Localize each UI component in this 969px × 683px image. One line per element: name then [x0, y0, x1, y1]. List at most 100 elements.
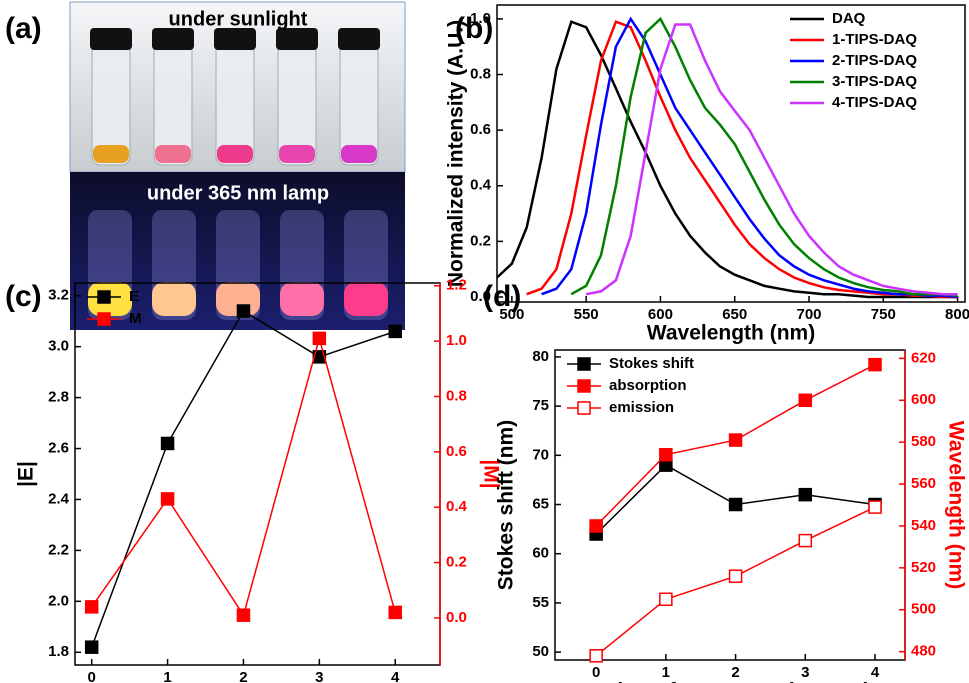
legend-marker — [578, 358, 590, 370]
legend-label: absorption — [609, 377, 687, 394]
y-tick-label: 55 — [532, 594, 549, 611]
panel-label: (a) — [5, 12, 42, 45]
marker — [869, 359, 881, 371]
x-tick-label: 1 — [163, 669, 171, 683]
series-line — [92, 338, 396, 615]
marker — [237, 609, 249, 621]
vial-liquid — [279, 145, 315, 163]
legend-label: Stokes shift — [609, 355, 694, 372]
y2-tick-label: 520 — [911, 559, 936, 576]
y2-tick-label: 580 — [911, 433, 936, 450]
y-tick-label: 0.4 — [470, 177, 492, 194]
photo-caption: under 365 nm lamp — [147, 182, 329, 204]
legend-label: M — [129, 310, 142, 327]
y2-tick-label: 1.2 — [446, 277, 467, 294]
legend-label: 3-TIPS-DAQ — [832, 73, 917, 90]
marker — [86, 641, 98, 653]
y-axis-label: |E| — [15, 461, 38, 487]
y2-tick-label: 0.4 — [446, 498, 468, 515]
y-tick-label: 65 — [532, 495, 549, 512]
y2-tick-label: 540 — [911, 517, 936, 534]
marker — [162, 493, 174, 505]
y-tick-label: 2.6 — [48, 440, 69, 457]
y2-tick-label: 600 — [911, 391, 936, 408]
figure: (a) under sunlight under 365 nm lamp (b)… — [0, 0, 969, 683]
y-tick-label: 2.8 — [48, 389, 69, 406]
y-tick-label: 0.8 — [470, 65, 491, 82]
y-tick-label: 75 — [532, 397, 549, 414]
y-tick-label: 3.0 — [48, 338, 69, 355]
photo-caption: under sunlight — [169, 8, 308, 30]
y2-tick-label: 0.2 — [446, 554, 467, 571]
marker — [730, 570, 742, 582]
x-tick-label: 3 — [801, 664, 809, 681]
marker — [86, 601, 98, 613]
legend-label: emission — [609, 399, 674, 416]
y-tick-label: 2.2 — [48, 541, 69, 558]
vial-cap — [90, 28, 132, 50]
plot-frame — [75, 283, 440, 665]
marker — [799, 535, 811, 547]
vial-cap — [338, 28, 380, 50]
y2-tick-label: 0.0 — [446, 609, 467, 626]
marker — [660, 449, 672, 461]
x-axis-label: Wavelength (nm) — [647, 322, 815, 345]
x-axis-label: number of TIPS-acetylene units — [573, 680, 887, 683]
legend-label: 1-TIPS-DAQ — [832, 31, 917, 48]
y-tick-label: 2.0 — [48, 592, 69, 609]
y-tick-label: 80 — [532, 348, 549, 365]
legend-label: 4-TIPS-DAQ — [832, 94, 917, 111]
photo-panel — [70, 2, 405, 330]
y2-tick-label: 0.6 — [446, 443, 467, 460]
marker — [730, 434, 742, 446]
marker — [162, 437, 174, 449]
y-tick-label: 0.6 — [470, 121, 491, 138]
x-tick-label: 550 — [574, 306, 599, 323]
marker — [869, 501, 881, 513]
x-tick-label: 1 — [662, 664, 670, 681]
x-tick-label: 750 — [871, 306, 896, 323]
marker — [389, 325, 401, 337]
marker — [313, 332, 325, 344]
x-tick-label: 600 — [648, 306, 673, 323]
y-tick-label: 1.0 — [470, 10, 491, 27]
vial-cap — [152, 28, 194, 50]
panel-label: (d) — [483, 280, 521, 313]
marker — [590, 650, 602, 662]
vial-liquid — [93, 145, 129, 163]
x-tick-label: 650 — [722, 306, 747, 323]
vial-cap — [214, 28, 256, 50]
marker — [799, 489, 811, 501]
vial-liquid — [152, 282, 196, 316]
x-tick-label: 700 — [796, 306, 821, 323]
legend-label: 2-TIPS-DAQ — [832, 52, 917, 69]
y2-tick-label: 620 — [911, 349, 936, 366]
y2-tick-label: 500 — [911, 601, 936, 618]
legend-marker — [578, 402, 590, 414]
x-tick-label: 2 — [239, 669, 247, 683]
x-tick-label: 4 — [391, 669, 400, 683]
y2-tick-label: 480 — [911, 643, 936, 660]
legend-marker — [98, 291, 110, 303]
x-tick-label: 3 — [315, 669, 323, 683]
y2-tick-label: 0.8 — [446, 387, 467, 404]
vial-liquid — [217, 145, 253, 163]
y-tick-label: 60 — [532, 545, 549, 562]
x-tick-label: 2 — [731, 664, 739, 681]
legend-label: E — [129, 288, 139, 305]
y-axis-label: Normalized intensity (A.U.) — [445, 20, 468, 287]
x-tick-label: 0 — [88, 669, 96, 683]
x-tick-label: 0 — [592, 664, 600, 681]
y-tick-label: 50 — [532, 643, 549, 660]
vial-liquid — [344, 282, 388, 316]
y-tick-label: 70 — [532, 446, 549, 463]
legend-marker — [578, 380, 590, 392]
marker — [590, 520, 602, 532]
marker — [660, 593, 672, 605]
y-tick-label: 1.8 — [48, 643, 69, 660]
legend-marker — [98, 313, 110, 325]
y-tick-label: 3.2 — [48, 287, 69, 304]
marker — [799, 394, 811, 406]
marker — [389, 606, 401, 618]
panel-label: (c) — [5, 280, 42, 313]
